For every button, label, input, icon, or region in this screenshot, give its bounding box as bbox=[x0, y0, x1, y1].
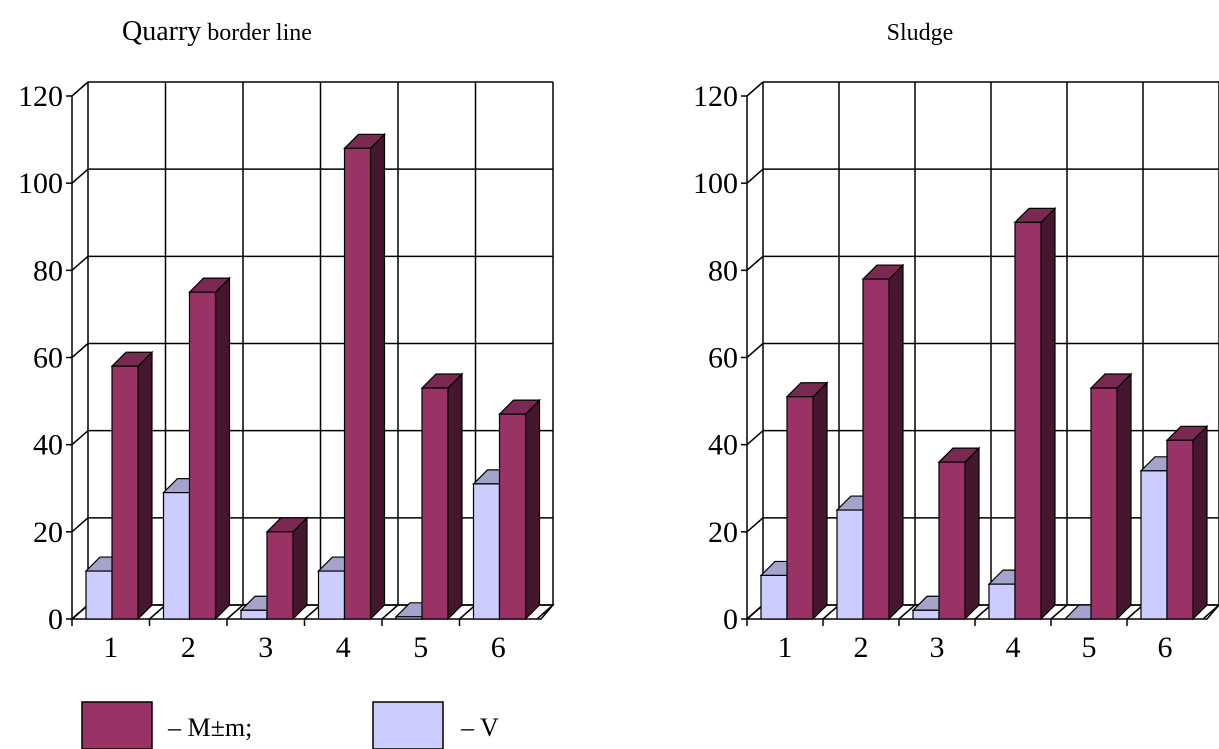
bar-m-6 bbox=[498, 398, 541, 621]
y-tick-label: 120 bbox=[18, 80, 63, 113]
y-tick-label: 40 bbox=[708, 429, 738, 462]
bar-m-2 bbox=[861, 263, 905, 621]
y-tick-label: 40 bbox=[33, 429, 63, 462]
chart-title-rest: border line bbox=[201, 20, 312, 46]
y-tick-label: 80 bbox=[33, 254, 63, 287]
gridline-wall bbox=[71, 255, 89, 271]
floor-gridline bbox=[71, 604, 89, 620]
bar-m-5 bbox=[420, 372, 464, 621]
bar-m-5 bbox=[1089, 372, 1133, 621]
chart-title-sludge: Sludge bbox=[887, 20, 954, 46]
floor-gridline bbox=[898, 604, 916, 620]
chart-title-main: Sludge bbox=[887, 20, 954, 46]
gridline-wall bbox=[746, 255, 764, 271]
y-tick-label: 20 bbox=[33, 516, 63, 549]
floor-gridline bbox=[1126, 604, 1144, 620]
x-tick-label: 5 bbox=[1082, 631, 1097, 664]
bar-m-3 bbox=[265, 516, 309, 621]
gridline-wall bbox=[746, 517, 764, 533]
bar-m-4 bbox=[1013, 206, 1057, 621]
floor-gridline bbox=[1202, 604, 1219, 620]
floor-gridline bbox=[536, 604, 554, 620]
x-tick-label: 3 bbox=[930, 631, 945, 664]
bar-m-2 bbox=[188, 276, 231, 621]
y-tick-label: 100 bbox=[693, 167, 738, 200]
x-tick-label: 4 bbox=[336, 631, 351, 664]
y-tick-label: 20 bbox=[708, 516, 738, 549]
chart-quarry: Quarry border line 0 20 40 60 80 100 120 1 2 3 4 5 6 bbox=[18, 16, 555, 664]
bar-m-3 bbox=[937, 446, 981, 621]
floor-gridline bbox=[459, 604, 476, 620]
bar-m-6 bbox=[1165, 424, 1209, 621]
x-tick-label: 1 bbox=[103, 631, 118, 664]
plot-area-quarry: 0 20 40 60 80 100 120 1 2 3 4 5 6 bbox=[18, 80, 555, 664]
y-tick-label: 0 bbox=[723, 603, 738, 636]
gridline-wall bbox=[746, 342, 764, 359]
gridline-wall bbox=[71, 517, 89, 533]
bar-m-4 bbox=[343, 132, 386, 621]
y-tick-label: 120 bbox=[693, 80, 738, 113]
legend-swatch-v bbox=[372, 701, 444, 749]
legend-swatch-m bbox=[81, 701, 153, 749]
floor-gridline bbox=[974, 604, 992, 620]
legend-label-v: – V bbox=[460, 713, 499, 742]
floor-gridline bbox=[822, 604, 840, 620]
y-tick-label: 60 bbox=[33, 342, 63, 375]
y-tick-label: 80 bbox=[708, 254, 738, 287]
chart-title-main: Quarry bbox=[122, 16, 201, 47]
floor-gridline bbox=[381, 604, 399, 620]
legend: – M±m; – V bbox=[81, 701, 499, 749]
floor-gridline bbox=[746, 604, 764, 620]
x-tick-label: 2 bbox=[181, 631, 196, 664]
x-tick-label: 6 bbox=[491, 631, 506, 664]
floor-gridline bbox=[1050, 604, 1068, 620]
x-tick-label: 5 bbox=[413, 631, 428, 664]
x-tick-label: 6 bbox=[1158, 631, 1173, 664]
x-tick-label: 2 bbox=[854, 631, 869, 664]
bar-m-1 bbox=[110, 350, 154, 621]
y-tick-label: 0 bbox=[48, 603, 63, 636]
gridline-wall bbox=[746, 430, 764, 446]
gridline-wall bbox=[71, 81, 89, 97]
x-tick-label: 4 bbox=[1006, 631, 1021, 664]
x-tick-label: 1 bbox=[778, 631, 793, 664]
gridline-wall bbox=[71, 342, 89, 359]
chart-title-quarry: Quarry border line bbox=[122, 16, 312, 47]
chart-sludge: Sludge 0 20 40 60 80 100 120 1 2 3 4 5 6 bbox=[693, 20, 1219, 664]
y-tick-label: 60 bbox=[708, 342, 738, 375]
plot-area-sludge: 0 20 40 60 80 100 120 1 2 3 4 5 6 bbox=[693, 80, 1219, 664]
gridline-wall bbox=[746, 168, 764, 184]
x-tick-label: 3 bbox=[258, 631, 273, 664]
legend-label-m: – M±m; bbox=[167, 713, 252, 742]
bar-m-1 bbox=[785, 381, 829, 621]
gridline-wall bbox=[746, 81, 764, 97]
floor-gridline bbox=[226, 604, 244, 620]
floor-gridline bbox=[149, 604, 166, 620]
gridline-wall bbox=[71, 430, 89, 446]
gridline-wall bbox=[71, 168, 89, 184]
y-tick-label: 100 bbox=[18, 167, 63, 200]
floor-gridline bbox=[304, 604, 321, 620]
